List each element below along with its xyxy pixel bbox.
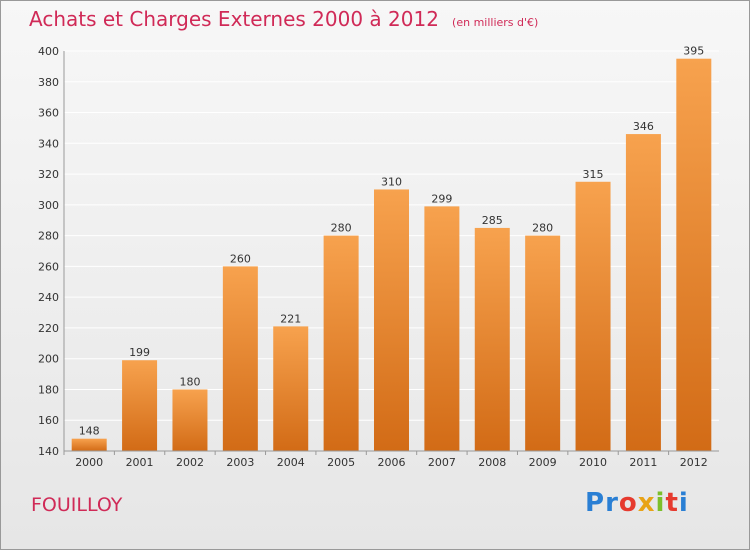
bar-value-label: 199	[129, 346, 150, 359]
x-tick-label: 2004	[277, 456, 305, 469]
bar-value-label: 315	[583, 168, 604, 181]
bar	[575, 181, 611, 451]
y-tick-label: 400	[38, 45, 59, 58]
x-tick-label: 2000	[75, 456, 103, 469]
y-tick-label: 200	[38, 353, 59, 366]
x-tick-label: 2011	[629, 456, 657, 469]
bar-value-label: 221	[280, 312, 301, 325]
logo-letter: x	[637, 488, 656, 518]
title-row: Achats et Charges Externes 2000 à 2012 (…	[29, 7, 538, 31]
y-tick-label: 360	[38, 107, 59, 120]
bar-value-label: 346	[633, 120, 654, 133]
bar	[273, 326, 309, 451]
x-tick-label: 2008	[478, 456, 506, 469]
axes: 140 160 180 200 220 240 260 280 300 320 340 360 380 4…	[38, 45, 719, 469]
y-tick-label: 260	[38, 260, 59, 273]
bar	[525, 235, 561, 451]
x-tick-label: 2001	[126, 456, 154, 469]
bar	[676, 58, 712, 451]
chart-subtitle: (en milliers d'€)	[452, 16, 539, 29]
bars: 148 199 180 260 221 280 310 299 285 280 315 346 395	[71, 45, 712, 452]
bar-value-label: 280	[532, 222, 553, 235]
bar	[424, 206, 460, 451]
x-tick-label: 2002	[176, 456, 204, 469]
bar-value-label: 299	[431, 192, 452, 205]
logo-letter: t	[665, 488, 679, 518]
logo-letter: P	[585, 488, 606, 518]
x-tick-label: 2007	[428, 456, 456, 469]
city-name: FOUILLOY	[31, 494, 123, 516]
bar	[71, 438, 107, 451]
y-tick-label: 240	[38, 291, 59, 304]
y-tick-label: 280	[38, 230, 59, 243]
bar	[474, 227, 510, 451]
y-tick-label: 300	[38, 199, 59, 212]
bar	[625, 134, 661, 452]
y-tick-label: 160	[38, 414, 59, 427]
bar	[374, 189, 409, 451]
bar-value-label: 285	[482, 214, 503, 227]
bar-value-label: 395	[683, 45, 704, 58]
bar	[172, 389, 208, 451]
x-tick-label: 2010	[579, 456, 607, 469]
y-tick-label: 340	[38, 137, 59, 150]
x-tick-label: 2003	[226, 456, 254, 469]
x-tick-label: 2012	[680, 456, 708, 469]
y-tick-label: 380	[38, 76, 59, 89]
chart-title: Achats et Charges Externes 2000 à 2012	[29, 7, 439, 31]
bar-value-label: 310	[381, 175, 402, 188]
bar-value-label: 280	[331, 222, 352, 235]
y-tick-label: 320	[38, 168, 59, 181]
bar	[222, 266, 258, 451]
logo-letter: r	[605, 488, 619, 518]
y-tick-label: 140	[38, 445, 59, 458]
y-tick-label: 220	[38, 322, 59, 335]
bar-value-label: 180	[179, 375, 200, 388]
logo-letter: i	[678, 488, 689, 518]
x-tick-label: 2006	[378, 456, 406, 469]
y-tick-label: 180	[38, 383, 59, 396]
x-tick-label: 2009	[529, 456, 557, 469]
logo-letter: o	[618, 488, 638, 518]
x-tick-label: 2005	[327, 456, 355, 469]
bar	[323, 235, 359, 451]
bar-value-label: 260	[230, 252, 251, 265]
proxiti-logo: Proxiti	[585, 488, 689, 518]
bar-value-label: 148	[79, 425, 100, 438]
logo-letter: i	[655, 488, 666, 518]
bar	[122, 360, 158, 451]
